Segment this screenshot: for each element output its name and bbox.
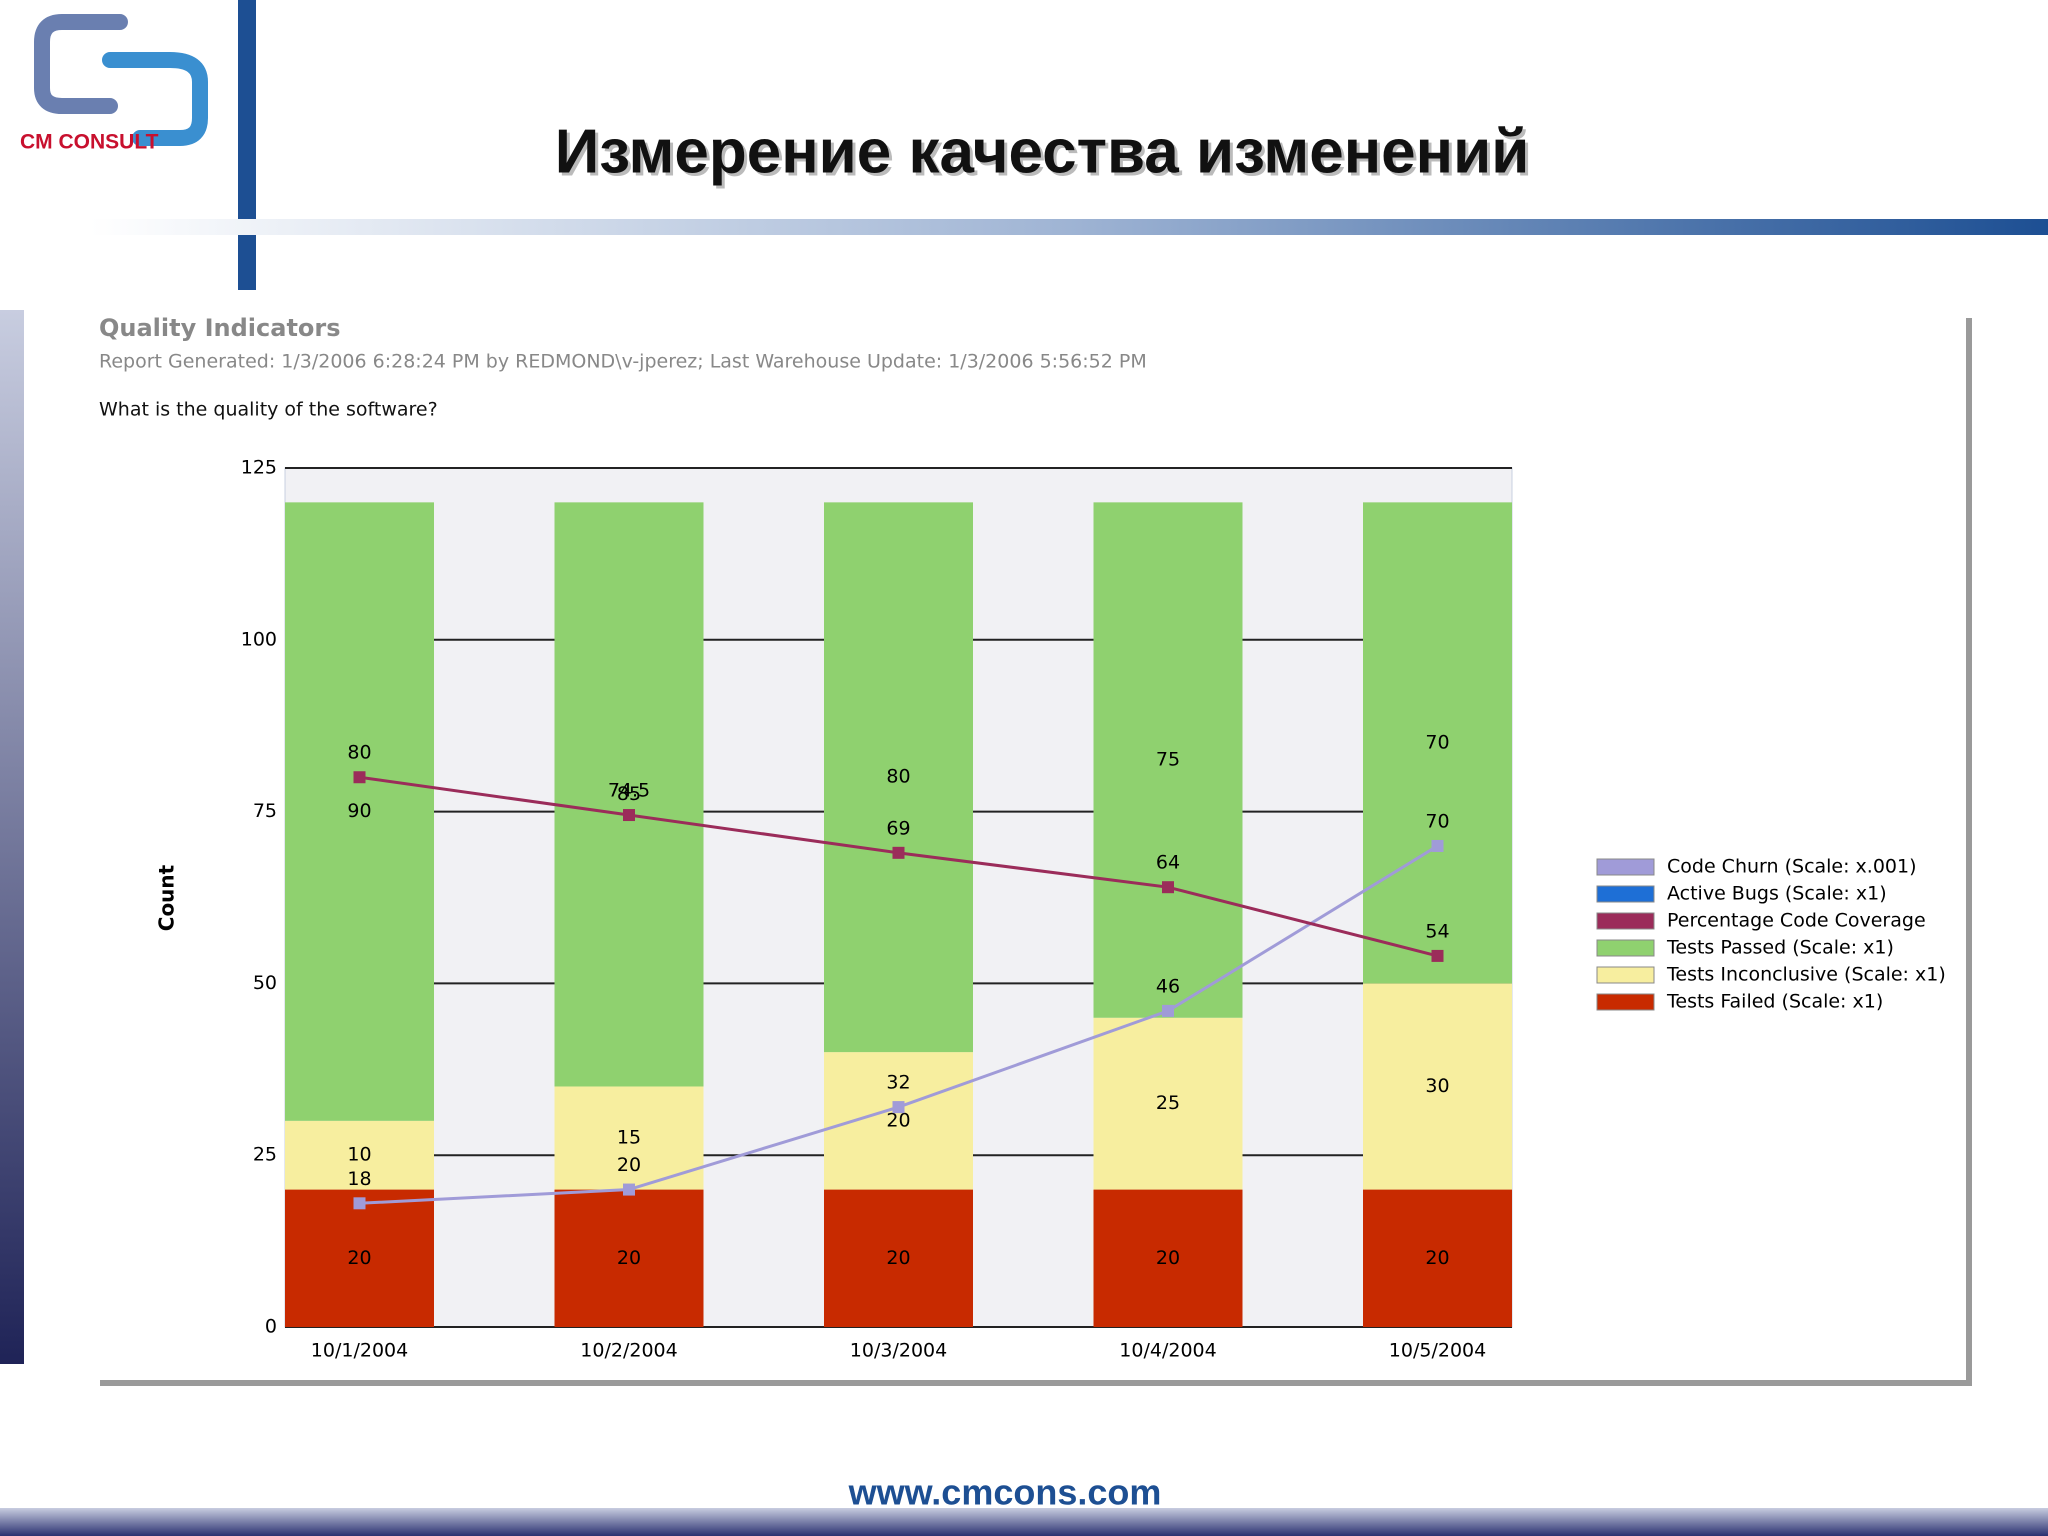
- x-tick-label: 10/1/2004: [311, 1340, 408, 1362]
- line-value-label: 54: [1425, 920, 1449, 942]
- header-bar: [238, 0, 256, 290]
- footer-url: www.cmcons.com: [848, 1472, 1162, 1513]
- bar-value-label: 85: [617, 783, 641, 805]
- line-point: [1162, 881, 1174, 894]
- bar-segment: [554, 502, 704, 1087]
- line-value-label: 18: [347, 1168, 371, 1190]
- line-value-label: 64: [1156, 852, 1180, 874]
- line-point: [353, 771, 366, 784]
- bar-value-label: 25: [1156, 1092, 1180, 1114]
- line-point: [1162, 1004, 1174, 1017]
- bar-value-label: 20: [886, 1247, 910, 1269]
- bar-segment: [1363, 983, 1512, 1190]
- line-value-label: 69: [886, 817, 910, 839]
- bar-value-label: 20: [347, 1247, 371, 1269]
- bar-value-label: 90: [347, 800, 371, 822]
- bar-segment: [1093, 1189, 1243, 1327]
- bar-segment: [285, 1120, 434, 1190]
- bar-segment: [285, 1189, 434, 1327]
- bar-value-label: 20: [1156, 1247, 1180, 1269]
- bar-value-label: 20: [1425, 1247, 1449, 1269]
- line-value-label: 20: [617, 1154, 641, 1176]
- line-point: [1431, 949, 1444, 962]
- bar-segment: [554, 1086, 704, 1190]
- bar-segment: [1363, 502, 1512, 984]
- x-tick-label: 10/3/2004: [850, 1340, 947, 1362]
- x-tick-label: 10/2/2004: [580, 1340, 677, 1362]
- bar-segment: [824, 502, 973, 1053]
- legend-label: Percentage Code Coverage: [1667, 910, 1926, 932]
- line-point: [892, 846, 905, 859]
- side-strip: [0, 310, 24, 1364]
- legend-label: Code Churn (Scale: x.001): [1667, 856, 1917, 878]
- legend-swatch: [1596, 912, 1655, 930]
- line-point: [623, 809, 635, 822]
- bar-value-label: 15: [617, 1127, 641, 1149]
- y-axis-label: Count: [155, 864, 179, 931]
- chart-question: What is the quality of the software?: [99, 399, 438, 421]
- title-shadow: Измерение качества изменений: [558, 120, 1533, 189]
- bar-value-label: 20: [617, 1247, 641, 1269]
- legend-swatch: [1596, 993, 1655, 1011]
- legend-label: Tests Failed (Scale: x1): [1666, 991, 1883, 1013]
- line-point: [1431, 839, 1444, 852]
- logo-text: CM CONSULT: [20, 131, 159, 154]
- slide-title: Измерение качества изменений: [555, 117, 1530, 186]
- bar-segment: [824, 1189, 973, 1327]
- bar-segment: [285, 502, 434, 1121]
- y-tick-label: 25: [253, 1144, 277, 1166]
- bar-segment: [1093, 1017, 1243, 1190]
- legend-swatch: [1596, 885, 1655, 903]
- bar-value-label: 10: [347, 1144, 371, 1166]
- bar-segment: [1363, 1189, 1512, 1327]
- line-value-label: 80: [347, 742, 371, 764]
- bar-value-label: 20: [886, 1109, 910, 1131]
- bar-value-label: 30: [1425, 1075, 1449, 1097]
- x-tick-label: 10/4/2004: [1119, 1340, 1216, 1362]
- line-value-label: 74.5: [608, 780, 650, 802]
- line-value-label: 70: [1425, 810, 1449, 832]
- legend-label: Tests Passed (Scale: x1): [1666, 937, 1894, 959]
- line-point: [353, 1197, 366, 1210]
- legend-swatch: [1596, 858, 1655, 876]
- bar-value-label: 70: [1425, 731, 1449, 753]
- header-line: [90, 219, 2048, 235]
- legend-swatch: [1596, 939, 1655, 957]
- y-tick-label: 125: [241, 457, 277, 479]
- y-tick-label: 0: [265, 1316, 277, 1338]
- line-point: [623, 1183, 635, 1196]
- bar-value-label: 80: [886, 766, 910, 788]
- legend-label: Active Bugs (Scale: x1): [1667, 883, 1887, 905]
- legend-swatch: [1596, 966, 1655, 984]
- chart-title: Quality Indicators: [99, 314, 341, 342]
- bar-value-label: 75: [1156, 749, 1180, 771]
- x-tick-label: 10/5/2004: [1389, 1340, 1486, 1362]
- logo: [34, 14, 208, 146]
- line-value-label: 32: [886, 1072, 910, 1094]
- line-point: [892, 1101, 905, 1114]
- line-value-label: 46: [1156, 975, 1180, 997]
- y-tick-label: 75: [253, 800, 277, 822]
- bar-segment: [1093, 502, 1243, 1018]
- footer-bar: [0, 1508, 2048, 1536]
- bar-segment: [554, 1189, 704, 1327]
- chart-subtitle: Report Generated: 1/3/2006 6:28:24 PM by…: [99, 351, 1147, 373]
- y-tick-label: 50: [253, 972, 277, 994]
- legend-label: Tests Inconclusive (Scale: x1): [1666, 964, 1946, 986]
- y-tick-label: 100: [241, 628, 277, 650]
